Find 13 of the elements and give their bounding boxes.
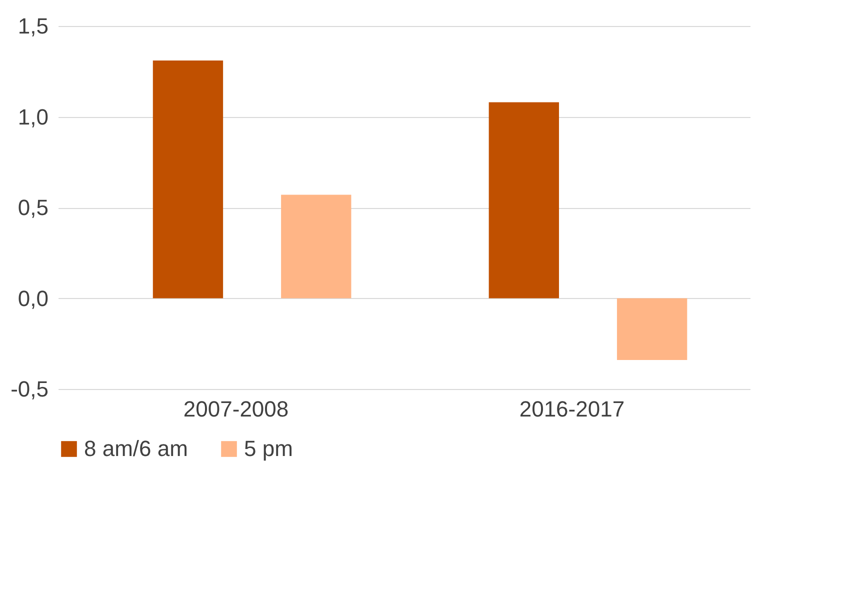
x-tick-label: 2016-2017 [519,396,625,422]
y-tick-label: 1,5 [18,14,48,38]
bar [281,194,352,298]
legend-label: 8 am/6 am [84,436,188,461]
y-tick-label: 0,0 [18,286,48,311]
bar [488,102,559,298]
y-tick-label: 0,5 [18,195,48,220]
y-tick-label: -0,5 [10,376,48,402]
y-tick-label: 1,0 [18,104,48,130]
bar [152,60,224,298]
bar [616,298,688,360]
legend-label: 5 pm [244,436,293,461]
x-tick-label: 2007-2008 [183,396,289,422]
